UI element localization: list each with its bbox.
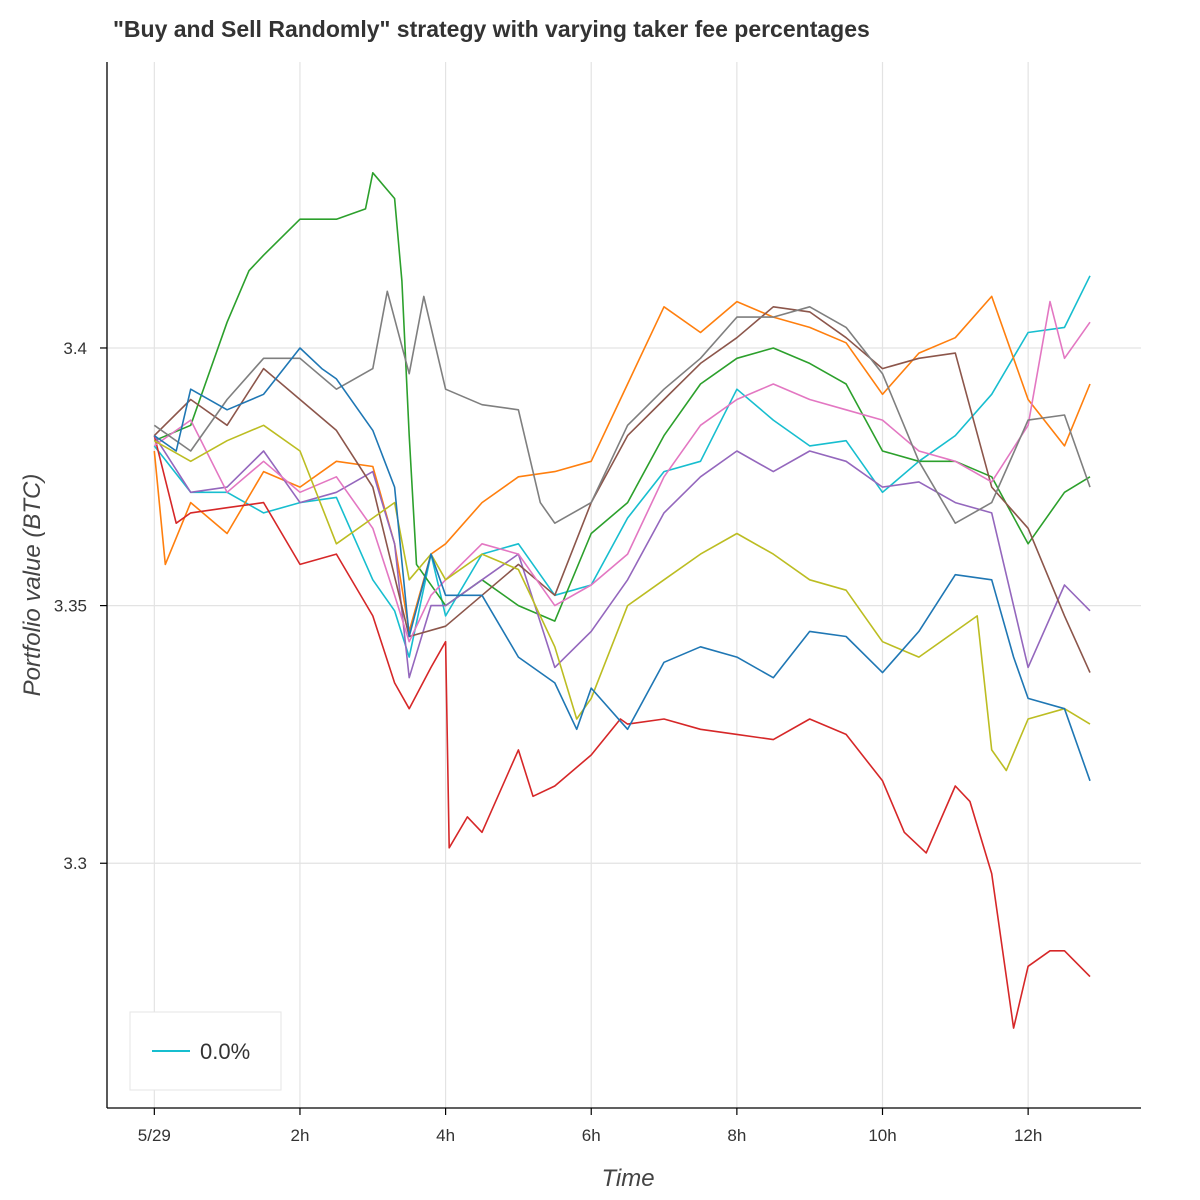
series-line-0 [153,275,1091,658]
axes [106,62,1141,1109]
series-line-6 [153,300,1091,643]
y-tick-label-1: 3.35 [54,597,87,616]
series-line-8 [153,424,1091,772]
x-axis-title: Time [601,1165,654,1192]
series-line-1 [153,295,1091,633]
grid [107,62,1141,1108]
x-tick-label-2: 4h [436,1126,455,1145]
series-line-9 [153,347,1091,782]
legend: 0.0% [129,1011,282,1091]
y-tick-label-2: 3.4 [63,339,87,358]
series-line-7 [153,290,1091,525]
x-tick-label-4: 8h [727,1126,746,1145]
x-tick-label-5: 10h [868,1126,896,1145]
ticks: 5/29 2h 4h 6h 8h 10h 12h 3.3 3.35 3.4 [54,339,1042,1145]
series-line-3 [153,435,1091,1029]
legend-label-0: 0.0% [200,1039,250,1064]
series-group [153,172,1091,1029]
x-tick-label-6: 12h [1014,1126,1042,1145]
y-axis-title: Portfolio value (BTC) [19,474,46,697]
y-tick-label-0: 3.3 [63,854,87,873]
x-tick-label-3: 6h [582,1126,601,1145]
x-tick-label-1: 2h [291,1126,310,1145]
x-tick-label-0: 5/29 [138,1126,171,1145]
series-line-4 [153,435,1091,679]
chart-title: "Buy and Sell Randomly" strategy with va… [113,16,870,42]
series-line-5 [153,305,1091,673]
